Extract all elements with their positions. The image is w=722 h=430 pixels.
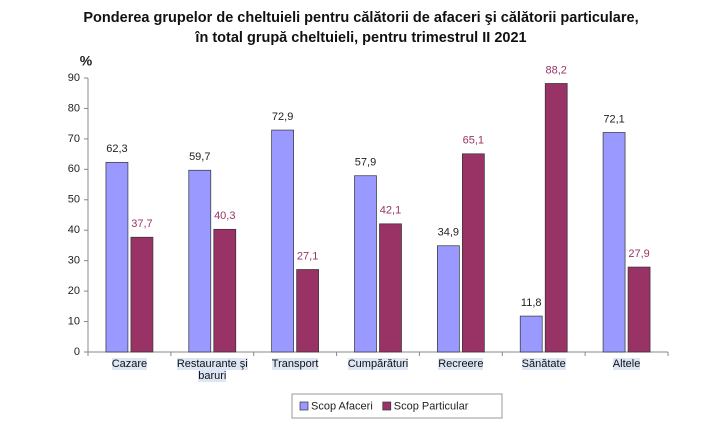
y-tick-label: 40: [68, 224, 80, 236]
value-label: 40,3: [214, 210, 235, 222]
bar: [519, 315, 543, 353]
value-label: 72,1: [603, 113, 624, 125]
y-tick-label: 10: [68, 315, 80, 327]
bar: [130, 236, 154, 353]
bar: [379, 223, 402, 353]
bar: [105, 161, 129, 353]
y-tick-label: 60: [68, 163, 80, 175]
y-axis-label: %: [80, 53, 93, 69]
bar: [627, 266, 651, 353]
value-label: 11,8: [521, 297, 542, 309]
value-label: 72,9: [272, 111, 293, 123]
value-label: 65,1: [463, 135, 484, 147]
bar: [462, 153, 485, 353]
legend-swatch: [299, 401, 309, 411]
legend-label: Scop Afaceri: [311, 400, 373, 412]
chart-title: Ponderea grupelor de cheltuieli pentru c…: [83, 10, 638, 26]
x-tick-label-text: Transport: [271, 358, 319, 370]
value-label: 37,7: [131, 218, 152, 230]
x-tick-label-text: Cazare: [111, 358, 148, 370]
bar: [354, 175, 377, 353]
y-tick-label: 50: [68, 194, 80, 206]
x-tick-label-text: Altele: [612, 358, 641, 370]
y-tick-label: 70: [68, 133, 80, 145]
bar: [271, 129, 294, 353]
bar: [437, 245, 460, 353]
value-label: 59,7: [189, 151, 210, 163]
value-label: 34,9: [438, 227, 459, 239]
value-label: 27,1: [297, 250, 318, 262]
x-tick-label-text: Cumpărături: [347, 358, 409, 370]
y-tick-label: 30: [68, 255, 80, 267]
value-label: 62,3: [106, 143, 127, 155]
legend-box: [291, 393, 503, 419]
x-tick-label: Transport: [257, 358, 333, 370]
bar: [296, 269, 319, 353]
x-tick-label: Recreere: [423, 358, 499, 370]
bar: [544, 83, 568, 353]
legend-swatch: [382, 401, 392, 411]
x-tick-label: Altele: [589, 358, 665, 370]
y-tick-label: 0: [74, 346, 80, 358]
legend-label: Scop Particular: [394, 400, 469, 412]
x-tick-label-text: Sănătate: [521, 358, 566, 370]
x-tick-label: Cumpărături: [340, 358, 416, 370]
bar: [213, 228, 237, 353]
chart-title: în total grupă cheltuieli, pentru trimes…: [194, 30, 526, 46]
x-tick-label: Cazare: [91, 358, 167, 370]
x-tick-label-text: Restaurante şi baruri: [176, 358, 248, 382]
y-tick-label: 80: [68, 102, 80, 114]
x-tick-label: Restaurante şi baruri: [174, 358, 250, 382]
y-tick-label: 20: [68, 285, 80, 297]
bar: [602, 132, 626, 353]
value-label: 88,2: [546, 64, 567, 76]
x-tick-label-text: Recreere: [438, 358, 484, 370]
value-label: 57,9: [355, 157, 376, 169]
value-label: 42,1: [380, 205, 401, 217]
value-label: 27,9: [628, 248, 649, 260]
y-tick-label: 90: [68, 72, 80, 84]
bar: [188, 169, 212, 353]
x-tick-label: Sănătate: [506, 358, 582, 370]
